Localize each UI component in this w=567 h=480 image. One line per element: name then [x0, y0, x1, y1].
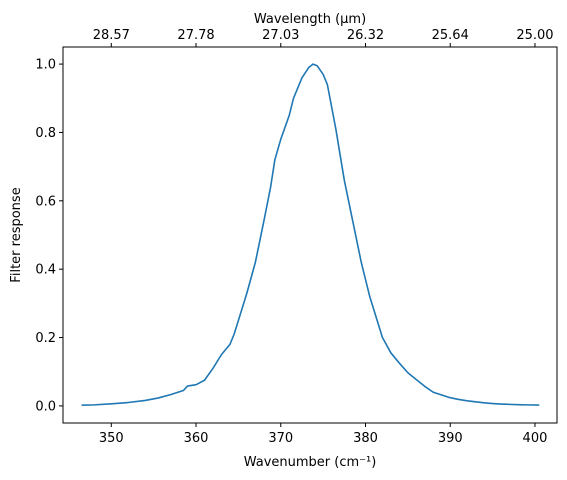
- x-tick-label: 400: [523, 431, 548, 446]
- x-tick-label: 360: [184, 431, 209, 446]
- series-layer: [81, 63, 540, 407]
- plot-frame: [62, 46, 558, 424]
- y-tick-label: 0.4: [35, 263, 56, 278]
- top-tick-label: 27.78: [177, 28, 214, 43]
- y-tick-label: 1.0: [35, 58, 56, 73]
- top-tick-label: 27.03: [262, 28, 299, 43]
- top-tick-label: 26.32: [347, 28, 384, 43]
- top-tick-label: 28.57: [93, 28, 130, 43]
- series-line-0: [81, 63, 540, 407]
- x-tick-label: 370: [268, 431, 293, 446]
- top-tick-label: 25.00: [516, 28, 553, 43]
- x-tick-label: 350: [99, 431, 124, 446]
- bottom-axis: 350 360 370 380 390 400: [99, 423, 547, 446]
- x-axis-label: Wavenumber (cm⁻¹): [244, 455, 377, 470]
- y-tick-label: 0.8: [35, 126, 56, 141]
- left-axis: 0.0 0.2 0.4 0.6 0.8 1.0: [35, 58, 63, 414]
- y-tick-label: 0.2: [35, 331, 56, 346]
- y-tick-label: 0.6: [35, 194, 56, 209]
- y-axis-label: Filter response: [9, 187, 24, 282]
- x-tick-label: 390: [438, 431, 463, 446]
- y-tick-label: 0.0: [35, 399, 56, 414]
- top-axis-label: Wavelength (μm): [254, 12, 366, 27]
- x-tick-label: 380: [353, 431, 378, 446]
- plot-background: [63, 47, 557, 423]
- top-axis: 28.57 27.78 27.03 26.32 25.64 25.00: [93, 28, 554, 47]
- top-tick-label: 25.64: [432, 28, 469, 43]
